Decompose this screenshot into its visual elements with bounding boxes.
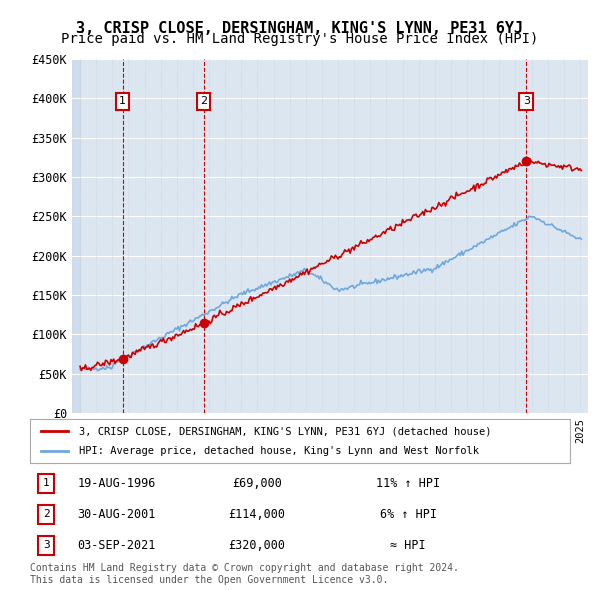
Text: 3, CRISP CLOSE, DERSINGHAM, KING'S LYNN, PE31 6YJ: 3, CRISP CLOSE, DERSINGHAM, KING'S LYNN,… xyxy=(76,21,524,35)
Text: 3: 3 xyxy=(43,540,50,550)
Text: 3, CRISP CLOSE, DERSINGHAM, KING'S LYNN, PE31 6YJ (detached house): 3, CRISP CLOSE, DERSINGHAM, KING'S LYNN,… xyxy=(79,427,491,436)
Text: 1: 1 xyxy=(43,478,50,489)
Text: ≈ HPI: ≈ HPI xyxy=(390,539,426,552)
Text: 2: 2 xyxy=(200,97,207,106)
Text: £69,000: £69,000 xyxy=(232,477,282,490)
Text: £114,000: £114,000 xyxy=(228,508,286,521)
Text: 30-AUG-2001: 30-AUG-2001 xyxy=(77,508,155,521)
Text: £320,000: £320,000 xyxy=(228,539,286,552)
Text: 6% ↑ HPI: 6% ↑ HPI xyxy=(380,508,437,521)
Bar xyxy=(72,59,80,413)
Text: Price paid vs. HM Land Registry's House Price Index (HPI): Price paid vs. HM Land Registry's House … xyxy=(61,32,539,47)
Text: 11% ↑ HPI: 11% ↑ HPI xyxy=(376,477,440,490)
Text: Contains HM Land Registry data © Crown copyright and database right 2024.
This d: Contains HM Land Registry data © Crown c… xyxy=(30,563,459,585)
Text: HPI: Average price, detached house, King's Lynn and West Norfolk: HPI: Average price, detached house, King… xyxy=(79,446,479,455)
Text: 2: 2 xyxy=(43,509,50,519)
Text: 19-AUG-1996: 19-AUG-1996 xyxy=(77,477,155,490)
Text: 3: 3 xyxy=(523,97,530,106)
Text: 1: 1 xyxy=(119,97,126,106)
Text: 03-SEP-2021: 03-SEP-2021 xyxy=(77,539,155,552)
